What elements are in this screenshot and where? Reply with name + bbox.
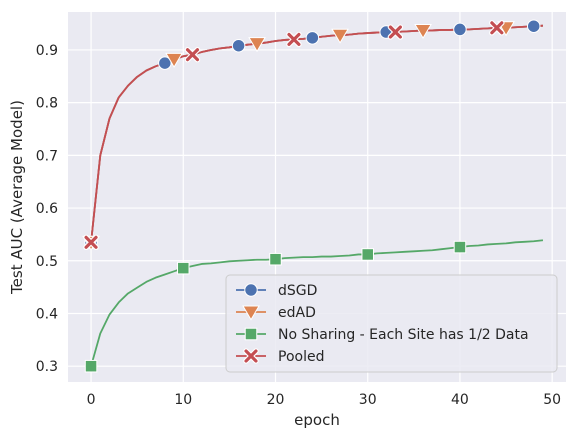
- data-point-dsgd: [158, 56, 172, 70]
- y-tick-label: 0.3: [36, 359, 58, 375]
- series-group: [82, 19, 544, 373]
- data-point-pooled: [387, 24, 404, 40]
- legend-box: [225, 274, 558, 373]
- y-tick-label: 0.8: [36, 96, 58, 112]
- data-point-pooled: [489, 20, 505, 36]
- data-point-no-sharing-each-site-has-1-2-data: [177, 261, 190, 275]
- legend-marker-dsgd: [244, 283, 258, 297]
- data-point-pooled: [184, 46, 201, 63]
- y-tick-label: 0.4: [36, 306, 58, 322]
- x-tick-label: 0: [87, 392, 96, 408]
- data-point-edad: [248, 37, 266, 53]
- x-tick-label: 30: [359, 392, 377, 408]
- data-point-pooled: [83, 234, 99, 251]
- legend-marker-edad: [242, 305, 260, 321]
- data-point-dsgd: [305, 31, 320, 45]
- y-tick-label: 0.9: [36, 43, 58, 59]
- data-point-edad: [331, 28, 349, 44]
- y-tick-label: 0.6: [36, 201, 58, 217]
- legend-label-dsgd: dSGD: [278, 283, 317, 299]
- x-tick-label: 50: [543, 392, 561, 408]
- x-tick-label: 10: [174, 392, 192, 408]
- data-point-edad: [165, 52, 183, 69]
- legend-marker-no-sharing-each-site-has-1-2-data: [244, 327, 258, 341]
- legend-marker-pooled: [243, 348, 259, 364]
- data-point-edad: [414, 23, 432, 40]
- x-tick-label: 40: [451, 392, 469, 408]
- series-line-no-sharing-each-site-has-1-2-data: [90, 239, 544, 367]
- x-tick-label: 20: [267, 392, 285, 408]
- data-point-dsgd: [231, 38, 246, 53]
- data-point-dsgd: [453, 22, 467, 37]
- data-point-dsgd: [526, 19, 541, 33]
- legend-label-no-sharing-each-site-has-1-2-data: No Sharing - Each Site has 1/2 Data: [278, 327, 529, 343]
- legend-label-pooled: Pooled: [278, 349, 324, 365]
- data-point-pooled: [286, 31, 302, 48]
- data-point-no-sharing-each-site-has-1-2-data: [84, 359, 98, 373]
- y-tick-label: 0.5: [36, 254, 58, 270]
- data-point-no-sharing-each-site-has-1-2-data: [453, 240, 467, 254]
- data-point-no-sharing-each-site-has-1-2-data: [361, 248, 374, 261]
- grid: [68, 12, 566, 382]
- data-point-no-sharing-each-site-has-1-2-data: [269, 252, 282, 266]
- legend-label-edad: edAD: [278, 305, 316, 321]
- y-tick-labels: 0.3 0.4 0.5 0.6 0.7 0.8 0.9: [36, 43, 58, 375]
- y-tick-label: 0.7: [36, 148, 58, 164]
- y-axis-title: Test AUC (Average Model): [8, 100, 26, 295]
- x-tick-labels: 0 10 20 30 40 50: [87, 392, 561, 408]
- legend: dSGD edAD No Sharing - Each Site has 1/2 D…: [225, 274, 558, 373]
- x-axis-title: epoch: [294, 411, 340, 429]
